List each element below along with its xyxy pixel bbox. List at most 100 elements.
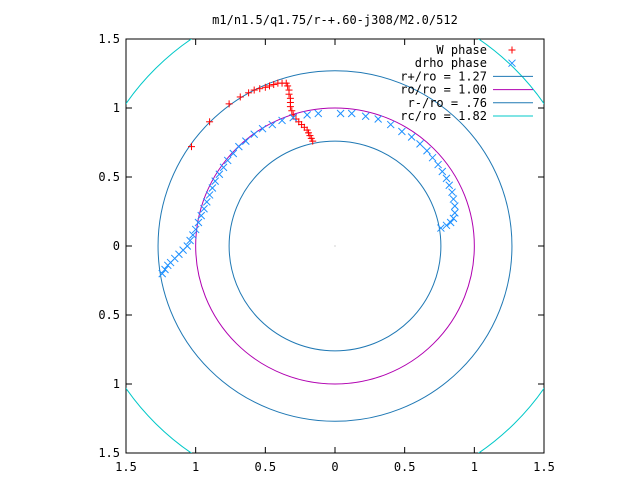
marker-stroke bbox=[361, 112, 370, 121]
x-tick-label: 0.5 bbox=[254, 460, 276, 474]
marker-stroke bbox=[437, 224, 445, 232]
marker-stroke bbox=[416, 140, 424, 148]
drho-phase-point bbox=[450, 202, 459, 210]
reference-circles bbox=[126, 39, 544, 453]
drho-phase-point bbox=[205, 191, 214, 199]
marker-stroke bbox=[374, 115, 383, 123]
marker-stroke bbox=[158, 269, 167, 278]
y-tick-label: 0.5 bbox=[98, 170, 120, 184]
marker-stroke bbox=[289, 113, 298, 122]
marker-stroke bbox=[205, 191, 214, 199]
drho-phase-point bbox=[223, 156, 232, 165]
marker-stroke bbox=[434, 160, 442, 169]
y-tick-label: 1 bbox=[113, 377, 120, 391]
w-phase-point bbox=[225, 100, 233, 108]
drho-phase-point bbox=[215, 170, 224, 179]
drho-phase-point bbox=[229, 149, 238, 158]
drho-phase-point bbox=[449, 214, 458, 223]
legend-label: drho phase bbox=[415, 56, 487, 70]
drho-phase-point bbox=[361, 112, 370, 121]
y-tick-label: 1.5 bbox=[98, 446, 120, 460]
drho-phase-point bbox=[219, 163, 228, 172]
drho-phase-point bbox=[197, 211, 206, 220]
x-tick-label: 1.5 bbox=[533, 460, 555, 474]
drho-phase-point bbox=[183, 242, 192, 250]
marker-stroke bbox=[449, 214, 458, 223]
marker-stroke bbox=[219, 163, 228, 172]
marker-stroke bbox=[186, 236, 194, 245]
drho-phase-point bbox=[398, 127, 406, 136]
marker-stroke bbox=[423, 146, 431, 155]
marker-stroke bbox=[223, 156, 232, 165]
drho-phase-point bbox=[416, 140, 424, 148]
drho-phase-point bbox=[442, 221, 451, 230]
drho-phase-point bbox=[438, 167, 447, 176]
marker-stroke bbox=[445, 181, 454, 190]
marker-stroke bbox=[208, 184, 217, 192]
marker-stroke bbox=[446, 218, 455, 227]
marker-stroke bbox=[161, 265, 169, 274]
drho-phase-point bbox=[241, 137, 250, 145]
drho-phase-point bbox=[374, 115, 383, 123]
marker-stroke bbox=[450, 202, 459, 210]
w-phase-point bbox=[187, 143, 195, 151]
x-tick-label: 1.5 bbox=[115, 460, 137, 474]
marker-stroke bbox=[235, 142, 243, 151]
drho-phase-point bbox=[278, 116, 286, 125]
marker-stroke bbox=[428, 153, 437, 162]
marker-stroke bbox=[442, 174, 451, 183]
w-phase-point bbox=[286, 103, 294, 111]
drho-phase-point bbox=[437, 224, 445, 232]
w-phase-point bbox=[206, 118, 214, 126]
marker-stroke bbox=[211, 177, 220, 185]
legend-label: ro/ro = 1.00 bbox=[400, 83, 487, 97]
drho-phase-point bbox=[442, 174, 451, 183]
drho-phase-point bbox=[235, 142, 243, 151]
drho-phase-point bbox=[428, 153, 437, 162]
drho-phase-point bbox=[189, 231, 197, 239]
drho-phase-point bbox=[250, 130, 259, 139]
drho-phase-point bbox=[448, 188, 456, 197]
w-phase-point bbox=[285, 90, 293, 98]
marker-stroke bbox=[407, 133, 416, 141]
marker-stroke bbox=[229, 149, 238, 158]
w-phase-point bbox=[266, 82, 274, 90]
y-tick-label: 1.5 bbox=[98, 32, 120, 46]
w-phase-point bbox=[261, 83, 269, 91]
drho-phase-point bbox=[158, 269, 167, 278]
drho-phase-point bbox=[208, 184, 217, 192]
x-tick-label: 0 bbox=[331, 460, 338, 474]
w-phase-point bbox=[245, 89, 253, 97]
data-points bbox=[158, 79, 459, 278]
marker-stroke bbox=[450, 209, 459, 217]
w-phase-point bbox=[270, 81, 278, 89]
drho-phase-point bbox=[445, 181, 454, 190]
y-tick-label: 0.5 bbox=[98, 308, 120, 322]
drho-phase-point bbox=[386, 120, 395, 129]
drho-phase-point bbox=[303, 111, 311, 119]
legend-symbol bbox=[508, 59, 516, 68]
marker-stroke bbox=[448, 188, 456, 197]
legend-symbol bbox=[508, 46, 516, 54]
drho-phase-point bbox=[258, 124, 267, 133]
drho-phase-point bbox=[446, 218, 455, 227]
marker-stroke bbox=[194, 218, 203, 227]
legend-label: W phase bbox=[436, 43, 487, 57]
x-tick-label: 1 bbox=[192, 460, 199, 474]
marker-stroke bbox=[508, 59, 516, 68]
marker-stroke bbox=[183, 242, 192, 250]
drho-phase-point bbox=[336, 109, 345, 118]
marker-stroke bbox=[200, 204, 208, 213]
drho-phase-point bbox=[347, 109, 356, 118]
legend-label: rc/ro = 1.82 bbox=[400, 109, 487, 123]
y-tick-label: 0 bbox=[113, 239, 120, 253]
drho-phase-point bbox=[450, 209, 459, 217]
x-tick-label: 1 bbox=[471, 460, 478, 474]
drho-phase-point bbox=[186, 236, 194, 245]
drho-phase-point bbox=[434, 160, 442, 169]
drho-phase-point bbox=[200, 204, 208, 213]
drho-phase-point bbox=[191, 225, 200, 234]
marker-stroke bbox=[189, 231, 197, 239]
